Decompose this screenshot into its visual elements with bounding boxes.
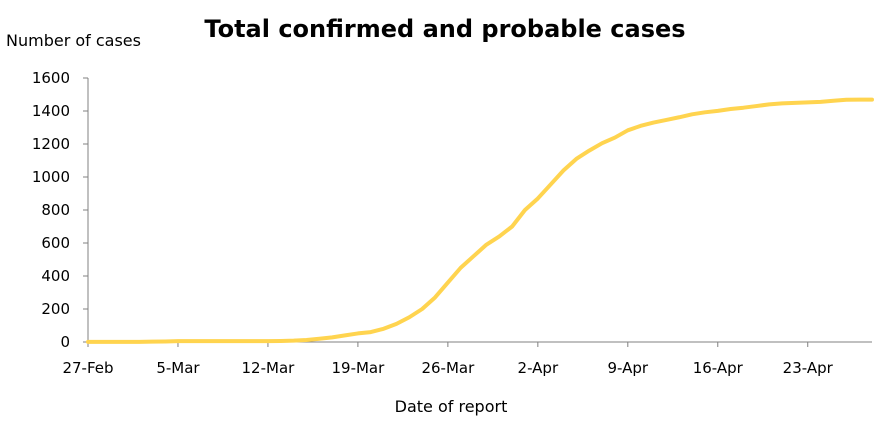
y-tick-label: 600 — [41, 234, 70, 252]
y-tick-label: 0 — [60, 333, 70, 351]
y-ticks: 0 200 400 600 800 1000 1200 1400 1600 — [32, 69, 88, 351]
x-tick-label: 19-Mar — [331, 359, 385, 377]
y-axis-label: Number of cases — [6, 31, 141, 50]
x-tick-label: 12-Mar — [242, 359, 296, 377]
y-tick-label: 1000 — [32, 168, 70, 186]
x-tick-label: 5-Mar — [156, 359, 200, 377]
x-tick-label: 16-Apr — [693, 359, 744, 377]
axes — [87, 78, 872, 343]
y-tick-label: 200 — [41, 300, 70, 318]
y-tick-label: 1600 — [32, 69, 70, 87]
chart-title: Total confirmed and probable cases — [204, 15, 685, 43]
x-axis-label: Date of report — [395, 397, 508, 416]
x-tick-label: 2-Apr — [518, 359, 559, 377]
y-tick-label: 400 — [41, 267, 70, 285]
series-line — [86, 97, 874, 344]
series-layer — [86, 97, 874, 344]
x-tick-label: 27-Feb — [62, 359, 113, 377]
x-tick-label: 26-Mar — [421, 359, 475, 377]
x-tick-label: 23-Apr — [783, 359, 834, 377]
x-tick-label: 9-Apr — [608, 359, 649, 377]
y-tick-label: 1200 — [32, 135, 70, 153]
x-ticks: 27-Feb 5-Mar 12-Mar 19-Mar 26-Mar 2-Apr 9-Apr 1… — [62, 342, 834, 377]
y-tick-label: 1400 — [32, 102, 70, 120]
y-tick-label: 800 — [41, 201, 70, 219]
